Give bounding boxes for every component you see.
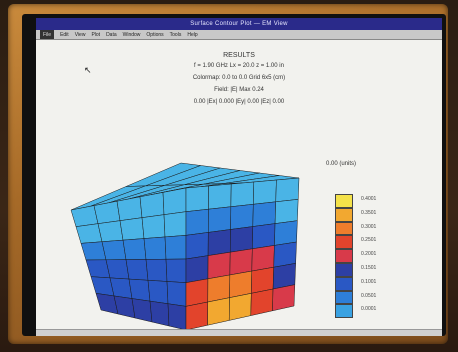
surface-right-cell [185, 208, 209, 236]
surface-right-cell [275, 177, 300, 203]
status-bar [36, 329, 442, 336]
menu-item-window[interactable]: Window [122, 32, 141, 38]
menu-item-file[interactable]: File [40, 30, 55, 39]
color-scale-label: 0.0501 [361, 292, 377, 299]
surface-right-cell [229, 226, 254, 253]
menu-item-data[interactable]: Data [106, 32, 117, 38]
scale-unit-label: 0.00 (units) [326, 161, 357, 167]
color-scale-swatch [335, 221, 353, 236]
surface-right-cell [251, 245, 275, 272]
plot-colormap-line: Colormap: 0.0 to 0.0 Grid 6x5 (cm) [192, 75, 286, 81]
surface-left-cell [149, 300, 170, 327]
color-scale-swatch [335, 262, 353, 277]
surface-right-cell [207, 251, 231, 280]
color-scale-swatch [335, 207, 353, 222]
surface-right-cell [185, 278, 209, 307]
app-window: Surface Contour Plot — EM View File Edit V… [36, 18, 442, 336]
surface-right-cell [274, 199, 299, 224]
mouse-pointer-icon: ↖ [84, 65, 92, 75]
surface-right-cell [185, 301, 209, 331]
surface-left-cell [165, 258, 187, 283]
surface-left-cell [147, 279, 169, 305]
color-scale-label: 0.4001 [361, 196, 377, 202]
surface-left-cell [80, 241, 107, 261]
surface-right-cell [207, 229, 231, 256]
surface-left-cell [141, 214, 166, 239]
surface-right-cell [229, 248, 253, 276]
surface-right-cell [228, 293, 252, 321]
surface-left-cell [131, 298, 153, 323]
surface-right-cell [253, 179, 277, 205]
color-scale-swatch [335, 290, 353, 305]
surface-left-cell [116, 196, 143, 221]
window-title: Surface Contour Plot — EM View [36, 18, 442, 30]
menu-item-help[interactable]: Help [187, 32, 198, 38]
surface-right-cell [230, 203, 254, 230]
surface-left-cell [163, 211, 187, 238]
surface-left-cell [97, 220, 124, 242]
surface-right-cell [208, 183, 232, 210]
surface-right-cell [273, 241, 297, 268]
color-scale [335, 194, 353, 319]
color-scale-swatch [335, 276, 353, 291]
surface-right-cell [230, 181, 255, 208]
surface-right-cell [252, 223, 276, 250]
color-scale-label: 0.2001 [361, 251, 377, 258]
color-scale-label: 0.2501 [361, 237, 377, 244]
surface-left-cell [128, 278, 151, 302]
surface-right-cell [185, 255, 209, 283]
surface-left-cell [167, 303, 187, 331]
surface-left-cell [162, 187, 187, 215]
color-scale-label: 0.1501 [361, 265, 377, 271]
color-scale-label: 0.3001 [361, 223, 377, 230]
surface-left-cell [145, 258, 168, 282]
surface-left-cell [166, 281, 187, 307]
surface-right-cell [274, 220, 298, 246]
surface-left-cell [143, 236, 167, 260]
surface-left-cell [105, 259, 130, 280]
color-scale-swatch [335, 304, 353, 319]
color-scale-label: 0.3501 [361, 209, 377, 216]
menu-item-view[interactable]: View [74, 32, 86, 38]
surface-left-cell [139, 192, 165, 218]
surface-right-cell [207, 297, 230, 326]
plot-title: RESULTS [223, 52, 255, 59]
surface-right-cell [252, 201, 276, 227]
color-scale-label: 0.1001 [361, 278, 377, 285]
surface-left-cell [119, 217, 145, 241]
surface-left-cell [113, 295, 136, 319]
surface-left-cell [164, 235, 187, 260]
surface-right-cell [250, 288, 274, 316]
plot-field-line: Field: |E| Max 0.24 [214, 87, 264, 93]
menu-item-tools[interactable]: Tools [169, 32, 182, 38]
surface-right-cell [185, 185, 209, 212]
surface-left-cell [101, 239, 127, 261]
monitor-bezel: Surface Contour Plot — EM View File Edit V… [8, 4, 448, 344]
menu-item-edit[interactable]: Edit [60, 32, 69, 38]
color-scale-swatch [335, 249, 353, 263]
surface-left-cell [75, 223, 103, 244]
color-scale-label: 0.0001 [361, 306, 377, 313]
menu-bar: File Edit View Plot Data Window Options Tools He… [36, 30, 442, 40]
monitor-screen: Surface Contour Plot — EM View File Edit V… [22, 14, 446, 336]
plot-params-line: f = 1.90 GHz Lx = 20.0 z = 1.00 in [194, 63, 284, 69]
color-scale-swatch [335, 235, 353, 250]
surface-left-cell [122, 238, 147, 260]
menu-item-plot[interactable]: Plot [91, 32, 101, 38]
surface-left-cell [125, 259, 149, 281]
color-scale-swatch [335, 194, 353, 208]
plot-components-line: 0.00 |Ex| 0.000 |Ey| 0.00 |Ez| 0.00 [193, 99, 285, 105]
menu-item-options[interactable]: Options [146, 32, 164, 38]
surface-plot [70, 162, 300, 331]
surface-right-cell [272, 284, 296, 312]
surface-right-cell [207, 274, 231, 303]
surface-right-cell [185, 232, 209, 260]
surface-right-cell [208, 206, 232, 233]
